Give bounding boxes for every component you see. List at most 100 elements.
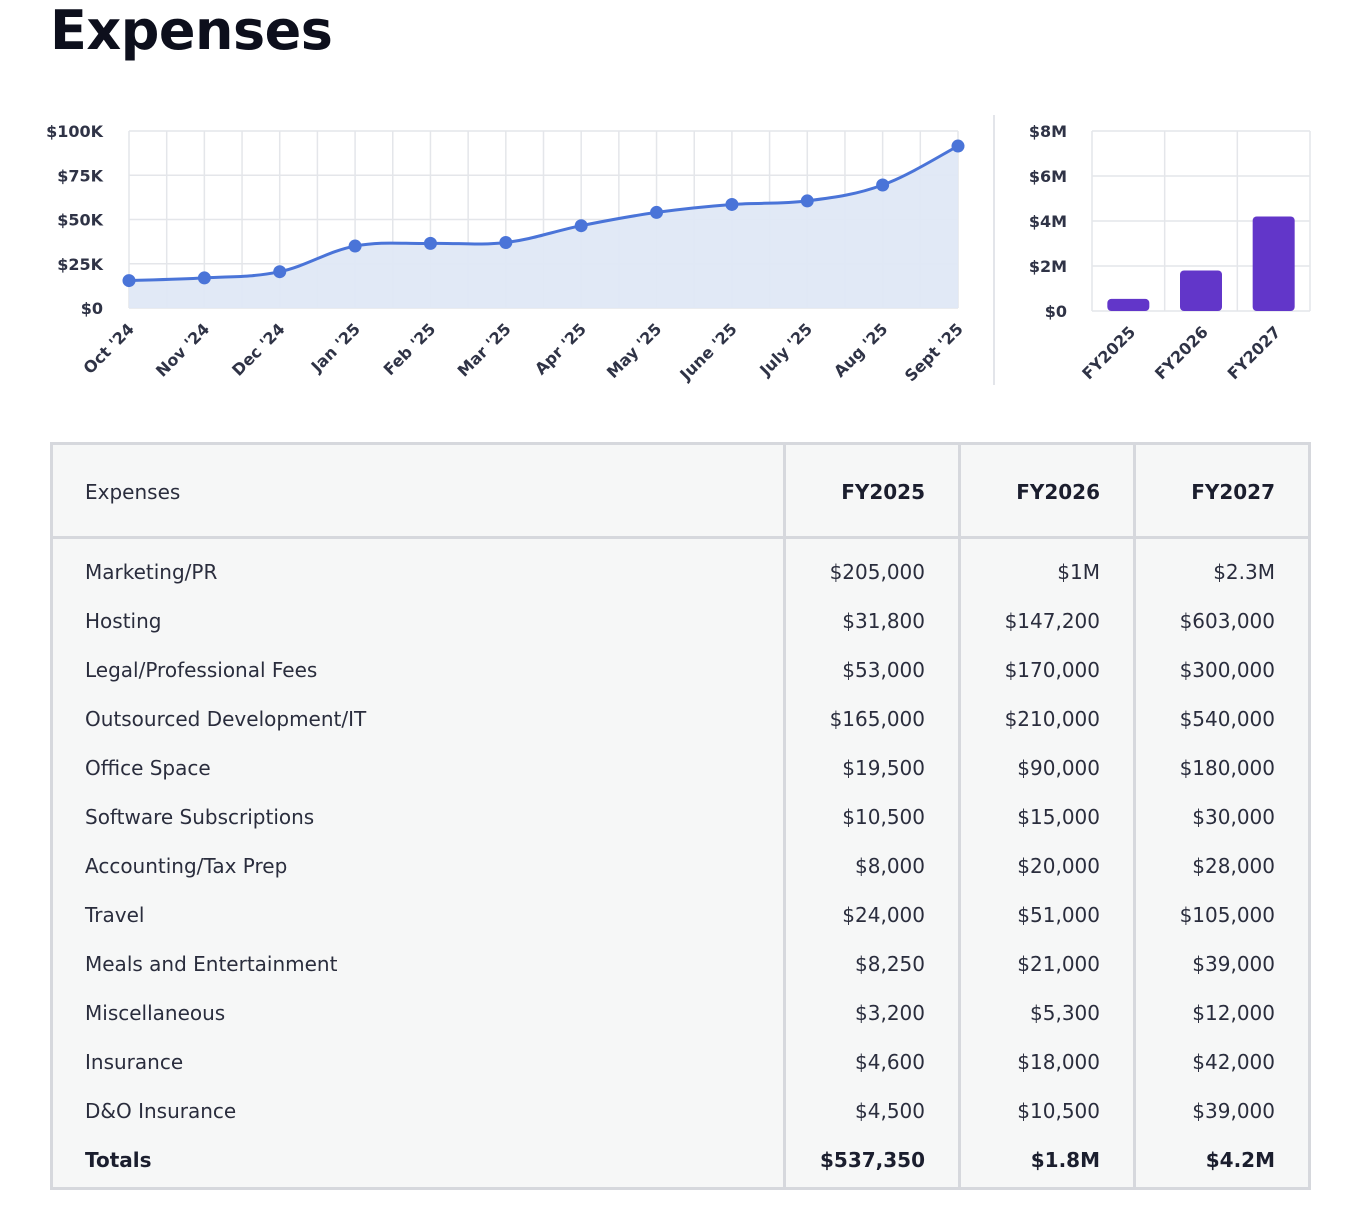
header-fy2027: FY2027 — [1191, 480, 1275, 504]
expense-category-label: Miscellaneous — [85, 1001, 226, 1025]
column-divider — [1133, 445, 1136, 1187]
x-tick-label: Jan '25 — [307, 319, 364, 376]
expense-value-fy2026: $20,000 — [1017, 854, 1100, 878]
table-row: Travel $24,000 $51,000 $105,000 — [53, 903, 1308, 952]
column-divider — [958, 445, 961, 1187]
expense-value-fy2026: $51,000 — [1017, 903, 1100, 927]
x-tick-label: FY2027 — [1224, 322, 1285, 383]
data-point — [122, 274, 136, 288]
y-tick-label: $8M — [1029, 122, 1067, 141]
column-divider — [783, 445, 786, 1187]
expense-value-fy2027: $42,000 — [1192, 1050, 1275, 1074]
header-fy2026: FY2026 — [1016, 480, 1100, 504]
table-row: Software Subscriptions $10,500 $15,000 $30,… — [53, 805, 1308, 854]
expense-category-label: Outsourced Development/IT — [85, 707, 367, 731]
expense-value-fy2027: $180,000 — [1179, 756, 1275, 780]
expense-category-label: Accounting/Tax Prep — [85, 854, 288, 878]
table-row: Miscellaneous $3,200 $5,300 $12,000 — [53, 1001, 1308, 1050]
bar — [1107, 298, 1150, 311]
expense-value-fy2025: $3,200 — [855, 1001, 925, 1025]
expense-category-label: Insurance — [85, 1050, 184, 1074]
table-row: Office Space $19,500 $90,000 $180,000 — [53, 756, 1308, 805]
x-tick-label: Nov '24 — [152, 319, 213, 380]
expense-value-fy2026: $1M — [1057, 560, 1100, 584]
x-tick-label: Apr '25 — [531, 319, 590, 378]
expense-value-fy2026: $18,000 — [1017, 1050, 1100, 1074]
y-tick-label: $25K — [57, 255, 103, 274]
table-row: Hosting $31,800 $147,200 $603,000 — [53, 609, 1308, 658]
expense-value-fy2026: $210,000 — [1004, 707, 1100, 731]
data-point — [273, 265, 287, 279]
expense-category-label: Travel — [85, 903, 145, 927]
data-point — [650, 205, 664, 219]
table-row: Accounting/Tax Prep $8,000 $20,000 $28,000 — [53, 854, 1308, 903]
expense-value-fy2027: $39,000 — [1192, 1099, 1275, 1123]
y-tick-label: $0 — [1045, 302, 1067, 321]
total-value-fy2025: $537,350 — [819, 1148, 925, 1172]
expense-value-fy2025: $8,250 — [855, 952, 925, 976]
data-point — [800, 194, 814, 208]
x-tick-label: July '25 — [755, 319, 816, 380]
expense-value-fy2027: $2.3M — [1213, 560, 1275, 584]
expense-value-fy2025: $165,000 — [829, 707, 925, 731]
expense-category-label: D&O Insurance — [85, 1099, 237, 1123]
data-point — [423, 236, 437, 250]
table-row: Meals and Entertainment $8,250 $21,000 $39,… — [53, 952, 1308, 1001]
yearly-expenses-bar-chart: FY2025 FY2026 FY2027 $0 $2M $4M $6M $8M — [1029, 122, 1311, 383]
table-row: Legal/Professional Fees $53,000 $170,000 $3… — [53, 658, 1308, 707]
y-tick-label: $6M — [1029, 167, 1067, 186]
x-tick-label: Feb '25 — [380, 319, 440, 379]
header-expenses-label: Expenses — [85, 480, 181, 504]
chart-divider — [993, 115, 995, 385]
data-point — [348, 239, 362, 253]
table-header-row: Expenses FY2025 FY2026 FY2027 — [53, 445, 1308, 539]
expense-value-fy2026: $90,000 — [1017, 756, 1100, 780]
x-tick-label: Dec '24 — [228, 319, 288, 379]
expense-value-fy2027: $39,000 — [1192, 952, 1275, 976]
y-tick-label: $0 — [81, 299, 103, 318]
data-point — [876, 178, 890, 192]
expense-category-label: Software Subscriptions — [85, 805, 315, 829]
expense-value-fy2026: $10,500 — [1017, 1099, 1100, 1123]
expense-value-fy2026: $21,000 — [1017, 952, 1100, 976]
table-row: Marketing/PR $205,000 $1M $2.3M — [53, 560, 1308, 609]
x-tick-label: Oct '24 — [80, 319, 138, 377]
expense-value-fy2025: $19,500 — [842, 756, 925, 780]
y-tick-label: $4M — [1029, 212, 1067, 231]
x-tick-label: Mar '25 — [454, 319, 515, 380]
table-row: Outsourced Development/IT $165,000 $210,00… — [53, 707, 1308, 756]
expense-value-fy2026: $15,000 — [1017, 805, 1100, 829]
x-tick-label: Sept '25 — [901, 319, 967, 385]
expense-category-label: Meals and Entertainment — [85, 952, 338, 976]
expense-category-label: Legal/Professional Fees — [85, 658, 318, 682]
expense-value-fy2025: $24,000 — [842, 903, 925, 927]
expense-value-fy2027: $12,000 — [1192, 1001, 1275, 1025]
y-tick-label: $75K — [57, 166, 103, 185]
table-row: D&O Insurance $4,500 $10,500 $39,000 — [53, 1099, 1308, 1148]
data-point — [197, 271, 211, 285]
expense-category-label: Office Space — [85, 756, 211, 780]
expense-value-fy2027: $540,000 — [1179, 707, 1275, 731]
expense-category-label: Marketing/PR — [85, 560, 218, 584]
y-tick-label: $2M — [1029, 257, 1067, 276]
expense-value-fy2027: $300,000 — [1179, 658, 1275, 682]
expense-value-fy2025: $4,600 — [855, 1050, 925, 1074]
expense-value-fy2025: $205,000 — [829, 560, 925, 584]
expense-value-fy2025: $10,500 — [842, 805, 925, 829]
expense-value-fy2026: $147,200 — [1004, 609, 1100, 633]
data-point — [574, 219, 588, 233]
expense-value-fy2026: $170,000 — [1004, 658, 1100, 682]
data-point — [499, 236, 513, 250]
y-tick-label: $50K — [57, 211, 103, 230]
expenses-table: Expenses FY2025 FY2026 FY2027 Marketing/… — [50, 442, 1311, 1190]
totals-row: Totals $537,350 $1.8M $4.2M — [53, 1148, 1308, 1197]
page-title: Expenses — [50, 0, 333, 62]
table-row: Insurance $4,600 $18,000 $42,000 — [53, 1050, 1308, 1099]
total-value-fy2027: $4.2M — [1205, 1148, 1275, 1172]
x-tick-label: May '25 — [603, 319, 666, 382]
bar — [1252, 216, 1295, 311]
x-tick-label: Aug '25 — [830, 319, 891, 380]
expense-value-fy2027: $28,000 — [1192, 854, 1275, 878]
expense-value-fy2026: $5,300 — [1030, 1001, 1100, 1025]
expense-value-fy2025: $8,000 — [855, 854, 925, 878]
